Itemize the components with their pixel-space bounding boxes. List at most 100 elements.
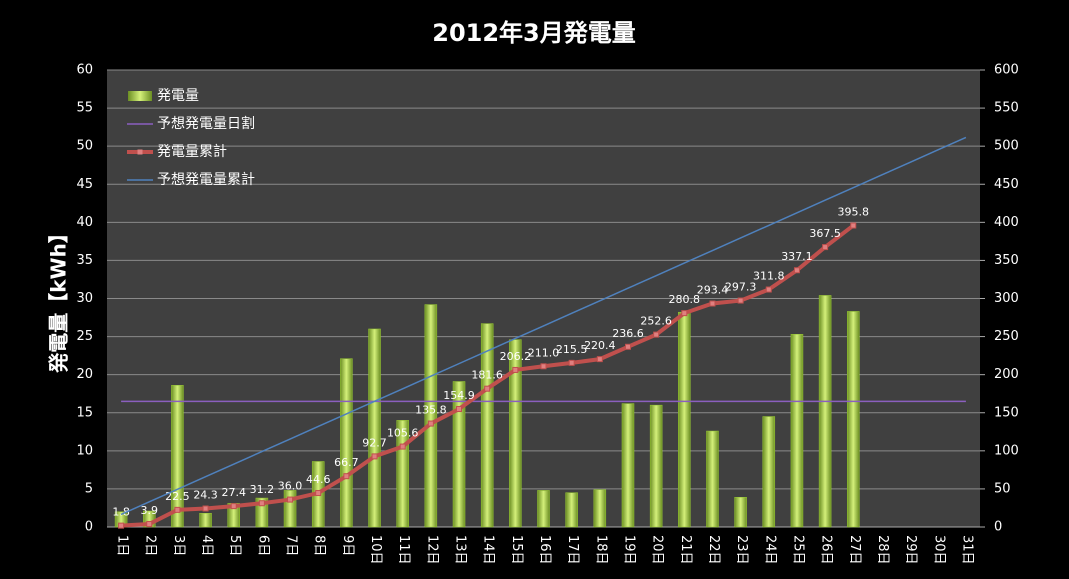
bar <box>621 403 635 528</box>
marker <box>568 359 575 366</box>
x-tick-label: 5日 <box>227 535 242 556</box>
marker <box>456 406 463 413</box>
x-tick-label: 24日 <box>762 535 777 565</box>
y2-tick-label: 550 <box>994 101 1019 116</box>
data-label: 1.8 <box>112 506 130 519</box>
y2-tick-label: 500 <box>994 139 1019 154</box>
data-label: 297.3 <box>725 281 757 294</box>
bar <box>762 416 776 528</box>
marker <box>681 310 688 317</box>
x-tick-label: 25日 <box>790 535 805 565</box>
bar <box>678 311 691 528</box>
x-tick-label: 31日 <box>959 535 974 565</box>
marker <box>371 453 378 460</box>
data-label: 3.9 <box>140 504 158 517</box>
data-label: 181.6 <box>471 369 503 382</box>
x-tick-label: 22日 <box>706 535 721 565</box>
marker <box>202 505 209 512</box>
data-label: 337.1 <box>781 250 813 263</box>
y-tick-label: 30 <box>76 291 93 306</box>
y2-tick-label: 600 <box>994 63 1019 78</box>
legend-swatch <box>128 91 152 101</box>
y2-tick-label: 200 <box>994 367 1019 382</box>
data-label: 66.7 <box>334 456 359 469</box>
marker <box>653 331 660 338</box>
data-label: 252.6 <box>640 315 672 328</box>
bar <box>706 430 719 528</box>
y2-tick-label: 100 <box>994 443 1019 458</box>
x-tick-label: 30日 <box>931 535 946 565</box>
bar <box>790 334 804 528</box>
data-label: 154.9 <box>443 389 475 402</box>
x-tick-label: 29日 <box>903 535 918 565</box>
marker <box>765 286 772 293</box>
x-tick-label: 11日 <box>396 535 411 565</box>
y2-tick-label: 350 <box>994 253 1019 268</box>
marker <box>230 503 237 510</box>
y-tick-label: 55 <box>76 101 93 116</box>
bar <box>649 404 663 528</box>
marker <box>174 506 181 513</box>
data-label: 135.8 <box>415 404 447 417</box>
bar <box>565 492 578 528</box>
bar <box>847 311 860 528</box>
legend-marker <box>137 149 143 155</box>
x-tick-label: 4日 <box>199 535 214 556</box>
data-label: 367.5 <box>809 227 841 240</box>
data-label: 220.4 <box>584 339 616 352</box>
marker <box>343 473 350 480</box>
y2-tick-label: 250 <box>994 329 1019 344</box>
y-tick-label: 5 <box>85 481 93 496</box>
marker <box>146 521 153 528</box>
x-tick-label: 16日 <box>537 535 552 565</box>
y-tick-label: 0 <box>85 520 93 535</box>
data-label: 92.7 <box>362 436 387 449</box>
bar <box>424 304 438 528</box>
y-tick-label: 15 <box>76 405 93 420</box>
y-tick-label: 45 <box>76 177 93 192</box>
x-tick-label: 27日 <box>847 535 862 565</box>
x-tick-label: 10日 <box>368 535 383 565</box>
marker <box>399 443 406 450</box>
x-tick-label: 6日 <box>255 535 270 556</box>
x-tick-label: 15日 <box>509 535 524 565</box>
marker <box>737 297 744 304</box>
y-tick-label: 20 <box>76 367 93 382</box>
data-label: 206.2 <box>500 350 532 363</box>
marker <box>624 343 631 350</box>
x-tick-label: 18日 <box>593 535 608 565</box>
bar <box>734 497 747 528</box>
bar <box>593 489 607 528</box>
x-tick-label: 19日 <box>621 535 636 565</box>
data-label: 311.8 <box>753 270 785 283</box>
marker <box>427 420 434 427</box>
data-label: 211.0 <box>528 346 560 359</box>
marker <box>596 356 603 363</box>
y2-tick-label: 0 <box>994 520 1002 535</box>
marker <box>793 267 800 274</box>
marker <box>118 522 125 529</box>
data-label: 24.3 <box>193 488 218 501</box>
data-label: 36.0 <box>278 480 303 493</box>
legend-label: 発電量累計 <box>157 144 227 160</box>
x-tick-label: 23日 <box>734 535 749 565</box>
y2-tick-label: 450 <box>994 177 1019 192</box>
y-tick-label: 35 <box>76 253 93 268</box>
bar <box>368 328 381 528</box>
line <box>120 136 967 516</box>
x-tick-label: 1日 <box>115 535 130 556</box>
marker <box>315 490 322 497</box>
bar <box>283 490 297 528</box>
data-label: 105.6 <box>387 427 419 440</box>
marker <box>512 366 519 373</box>
data-label: 215.5 <box>556 343 588 356</box>
marker <box>709 300 716 307</box>
bar <box>199 513 212 528</box>
bar <box>171 385 184 528</box>
data-label: 293.4 <box>697 284 729 297</box>
data-label: 31.2 <box>250 483 275 496</box>
bar <box>340 358 353 528</box>
chart-title: 2012年3月発電量 <box>432 19 636 47</box>
x-tick-label: 28日 <box>875 535 890 565</box>
y2-tick-label: 150 <box>994 405 1019 420</box>
